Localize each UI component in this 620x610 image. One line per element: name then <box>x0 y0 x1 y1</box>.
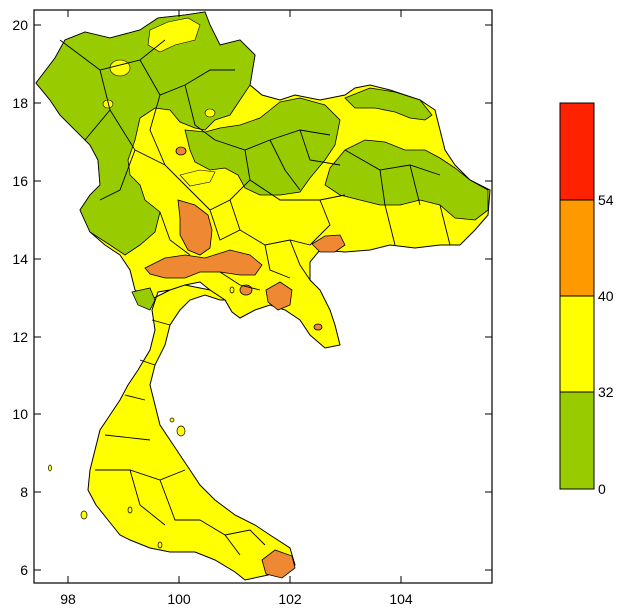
y-axis <box>34 24 492 571</box>
x-axis <box>67 10 402 583</box>
colorbar-bin <box>560 296 594 392</box>
colorbar-label: 32 <box>598 384 614 400</box>
y-tick-label: 8 <box>20 484 28 500</box>
y-tick-label: 16 <box>12 173 28 189</box>
colorbar-bin <box>560 103 594 200</box>
islands <box>48 286 235 549</box>
y-tick-label: 18 <box>12 95 28 111</box>
orange-zones <box>144 146 346 579</box>
y-tick-label: 6 <box>20 562 28 578</box>
colorbar-label: 54 <box>598 192 614 208</box>
colorbar-bin <box>560 200 594 296</box>
colorbar-bin <box>560 392 594 489</box>
province-boundaries <box>59 39 451 556</box>
x-tick-label: 102 <box>278 591 302 607</box>
colorbar <box>559 102 595 490</box>
x-tick-label: 100 <box>167 591 191 607</box>
green-zones <box>35 11 489 311</box>
x-tick-label: 104 <box>389 591 413 607</box>
colorbar-label: 0 <box>598 481 606 497</box>
x-tick-label: 98 <box>60 591 76 607</box>
y-tick-label: 12 <box>12 329 28 345</box>
y-tick-label: 14 <box>12 251 28 267</box>
colorbar-label: 40 <box>598 288 614 304</box>
y-tick-label: 20 <box>12 17 28 33</box>
y-tick-label: 10 <box>12 406 28 422</box>
